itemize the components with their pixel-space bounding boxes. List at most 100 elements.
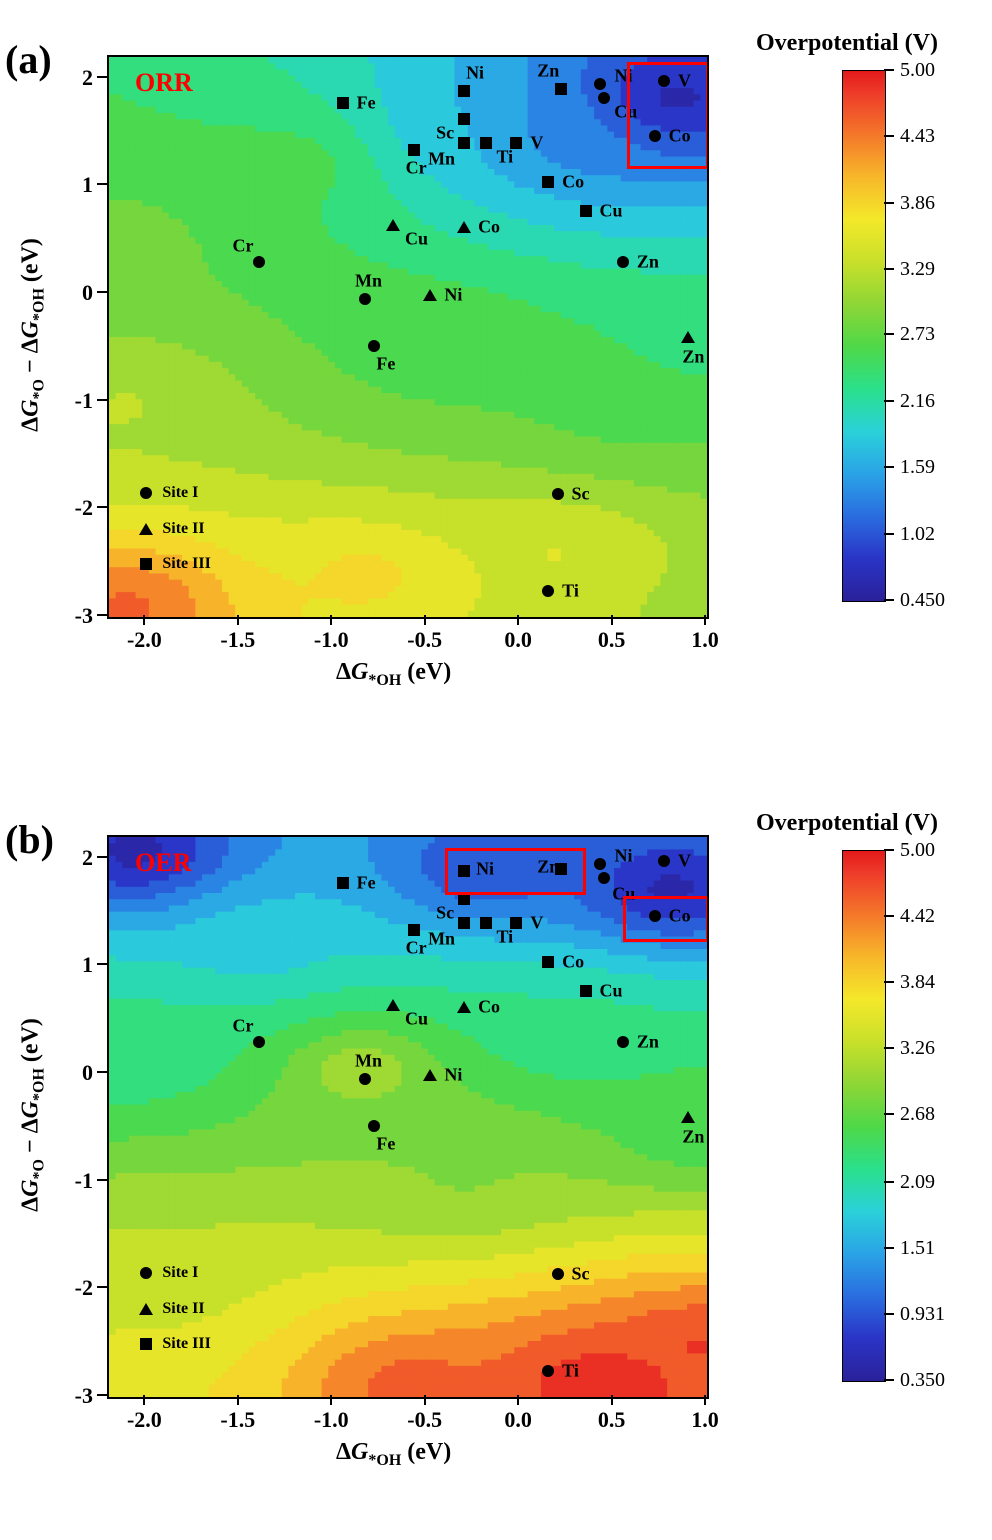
- colorbar-title-a: Overpotential (V): [756, 30, 938, 57]
- point-ni-square: [458, 85, 470, 97]
- ytick-label: -1: [75, 388, 93, 414]
- point-v-circle: [658, 75, 670, 87]
- point-label: Fe: [376, 1133, 395, 1154]
- point-co-triangle: [457, 221, 471, 233]
- legend-label: Site II: [162, 520, 204, 538]
- legend-label: Site I: [162, 484, 198, 502]
- point-mn-circle: [359, 293, 371, 305]
- point-cu-circle: [598, 872, 610, 884]
- point-cu-circle: [598, 92, 610, 104]
- colorbar-tick: [884, 202, 894, 204]
- point-label: Cr: [406, 157, 427, 178]
- colorbar-tick: [884, 69, 894, 71]
- point-label: Cu: [600, 201, 623, 222]
- point-sc-square: [458, 113, 470, 125]
- colorbar-tick: [884, 268, 894, 270]
- xtick-label: -1.0: [311, 1407, 351, 1433]
- point-label: Ni: [476, 859, 494, 880]
- point-cr-square: [408, 924, 420, 936]
- point-label: Cu: [612, 883, 635, 904]
- point-label: Ni: [444, 1065, 462, 1086]
- colorbar-tick: [884, 466, 894, 468]
- xtick: [330, 1395, 332, 1405]
- point-label: Cu: [600, 981, 623, 1002]
- colorbar-tick-label: 2.73: [900, 323, 935, 346]
- point-label: Cr: [233, 235, 254, 256]
- point-label: Zn: [637, 1031, 659, 1052]
- legend-label: Site III: [162, 555, 210, 573]
- colorbar-tick-label: 1.59: [900, 456, 935, 479]
- xtick: [143, 615, 145, 625]
- ytick: [97, 1179, 107, 1181]
- point-label: Co: [478, 217, 500, 238]
- xtick: [517, 1395, 519, 1405]
- colorbar-tick-label: 1.51: [900, 1237, 935, 1260]
- xtick-label: 1.0: [685, 627, 725, 653]
- point-label: Ti: [562, 581, 579, 602]
- colorbar-tick-label: 0.350: [900, 1369, 945, 1392]
- plot-title-b: OER: [135, 848, 191, 878]
- point-label: Co: [478, 997, 500, 1018]
- xtick-label: -1.5: [218, 1407, 258, 1433]
- point-zn-circle: [617, 256, 629, 268]
- xlabel-a: ΔG*OH (eV): [336, 659, 451, 690]
- colorbar-tick-label: 5.00: [900, 839, 935, 862]
- point-label: Sc: [436, 123, 454, 144]
- xtick: [517, 615, 519, 625]
- xtick: [143, 1395, 145, 1405]
- colorbar-tick-label: 3.86: [900, 192, 935, 215]
- legend-label: Site III: [162, 1335, 210, 1353]
- xtick-label: 0.5: [592, 627, 632, 653]
- plot-area-a: VCoNiNiZnCuFeScTiVMnCrCoCuCuCoCrZnMnNiZn…: [107, 55, 709, 619]
- xtick-label: 1.0: [685, 1407, 725, 1433]
- point-cr-square: [408, 144, 420, 156]
- point-label: Cr: [406, 937, 427, 958]
- point-label: Zn: [537, 61, 559, 82]
- xtick-label: -2.0: [124, 627, 164, 653]
- ytick-label: 1: [82, 952, 93, 978]
- ytick-label: -3: [75, 1383, 93, 1409]
- point-co-square: [542, 956, 554, 968]
- point-zn-triangle: [681, 331, 695, 343]
- point-label: Ti: [562, 1361, 579, 1382]
- point-co-circle: [649, 910, 661, 922]
- ytick: [97, 1394, 107, 1396]
- xtick: [704, 615, 706, 625]
- colorbar-b: [842, 850, 886, 1382]
- colorbar-tick-label: 4.43: [900, 125, 935, 148]
- legend-label: Site I: [162, 1264, 198, 1282]
- point-cu-square: [580, 985, 592, 997]
- point-label: V: [530, 913, 543, 934]
- ytick-label: 2: [82, 845, 93, 871]
- point-sc-square: [458, 893, 470, 905]
- point-fe-circle: [368, 340, 380, 352]
- xtick: [237, 1395, 239, 1405]
- point-label: Mn: [428, 929, 455, 950]
- point-co-square: [542, 176, 554, 188]
- xtick-label: 0.5: [592, 1407, 632, 1433]
- legend-marker-triangle: [139, 1303, 153, 1315]
- point-label: Ti: [496, 147, 513, 168]
- colorbar-tick: [884, 1247, 894, 1249]
- legend-marker-triangle: [139, 523, 153, 535]
- point-ni-triangle: [423, 289, 437, 301]
- point-ti-square: [480, 137, 492, 149]
- xtick-label: 0.0: [498, 1407, 538, 1433]
- point-zn-square: [555, 83, 567, 95]
- xtick: [237, 615, 239, 625]
- xtick-label: -1.5: [218, 627, 258, 653]
- colorbar-tick-label: 0.450: [900, 589, 945, 612]
- point-label: Zn: [537, 857, 559, 878]
- colorbar-tick: [884, 849, 894, 851]
- stage: (a)VCoNiNiZnCuFeScTiVMnCrCoCuCuCoCrZnMnN…: [0, 0, 992, 1540]
- point-fe-circle: [368, 1120, 380, 1132]
- colorbar-tick-label: 4.42: [900, 905, 935, 928]
- point-sc-circle: [552, 1268, 564, 1280]
- point-label: Zn: [682, 1127, 704, 1148]
- xtick: [424, 615, 426, 625]
- ytick-label: -3: [75, 603, 93, 629]
- point-mn-circle: [359, 1073, 371, 1085]
- point-label: Fe: [357, 873, 376, 894]
- colorbar-tick-label: 2.16: [900, 390, 935, 413]
- ytick-label: 0: [82, 280, 93, 306]
